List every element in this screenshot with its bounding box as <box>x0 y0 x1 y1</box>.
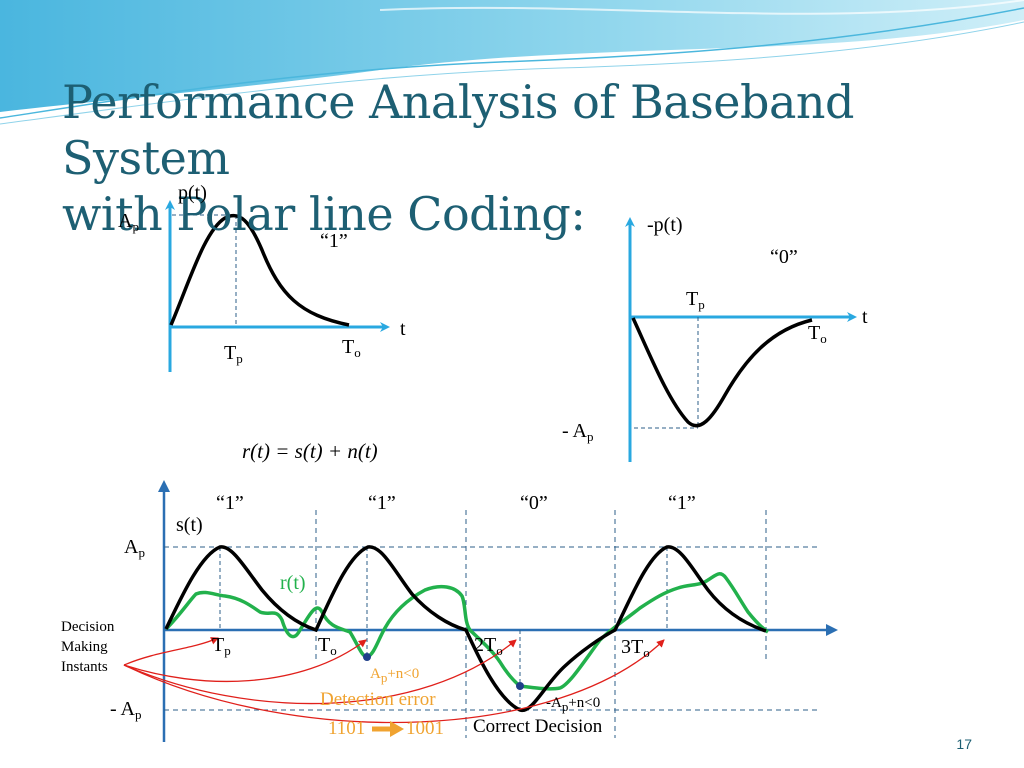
tick-2to-text: 2T <box>474 634 497 656</box>
pulse-one-to-sub: o <box>354 345 361 360</box>
pulse-zero-tp-sub: p <box>698 297 705 312</box>
pulse-one-to-text: T <box>342 336 355 358</box>
decision-arrow-1 <box>123 637 219 666</box>
header-wave-decoration <box>0 0 1024 125</box>
pulse-one-to-label: To <box>342 336 361 364</box>
pulse-zero-tp-label: Tp <box>686 288 705 316</box>
tick-tp-sub: p <box>224 643 231 658</box>
pulse-one-bit-label: “1” <box>320 230 348 252</box>
slide-title-line-1: Performance Analysis of Baseband System <box>62 75 854 185</box>
sample-point-correct <box>516 682 524 690</box>
amp-neg-sub: p <box>135 707 142 722</box>
pulse-one-tp-sub: p <box>236 351 243 366</box>
sequence-from-label: 1101 <box>328 718 366 739</box>
pulse-zero-to-sub: o <box>820 331 827 346</box>
correct-condition-label: -Ap+n<0 <box>546 693 600 717</box>
amp-neg-text: - A <box>110 698 135 720</box>
detection-error-label: Detection error <box>320 689 436 710</box>
tick-tp-text: T <box>212 634 225 656</box>
pulse-zero-amp-text: - A <box>562 420 587 442</box>
tick-2to-sub: o <box>496 643 503 658</box>
correct-decision-label: Correct Decision <box>473 716 603 737</box>
received-label: r(t) <box>280 572 306 594</box>
error-condition-sub: p <box>380 670 388 685</box>
decision-arrow-2 <box>123 639 367 683</box>
received-signal-curve <box>164 572 769 691</box>
bit-label-2: “1” <box>368 492 396 514</box>
tick-tp-label: Tp <box>212 634 231 662</box>
decision-label-line-1: Decision <box>61 619 115 635</box>
error-condition-a: A <box>370 666 381 682</box>
decision-label-line-2: Making <box>61 639 108 655</box>
amp-pos-label: Ap <box>124 536 145 564</box>
tick-to-sub: o <box>330 643 337 658</box>
slide-title-line-2: with Polar line Coding: <box>62 187 586 241</box>
sample-point-error <box>363 653 371 661</box>
pulse-one-amp-sub: p <box>132 219 139 234</box>
page-number: 17 <box>956 736 972 752</box>
pulse-one-ylabel: p(t) <box>178 182 207 204</box>
decision-arrow-3 <box>123 639 517 705</box>
correct-condition-a: -A <box>546 695 562 711</box>
correct-condition-b: +n<0 <box>568 695 601 711</box>
tick-to-text: T <box>318 634 331 656</box>
tick-to-label: To <box>318 634 337 662</box>
amp-pos-sub: p <box>138 545 145 560</box>
bit-label-1: “1” <box>216 492 244 514</box>
pulse-zero-tp-text: T <box>686 288 699 310</box>
sequence-to-label: 1001 <box>406 718 444 739</box>
pulse-one-xlabel: t <box>400 318 406 340</box>
tick-3to-sub: o <box>643 645 650 660</box>
slide-title: Performance Analysis of Baseband System … <box>62 74 1002 242</box>
signal-label: s(t) <box>176 514 203 536</box>
pulse-one-tp-text: T <box>224 342 237 364</box>
pulse-zero-amp-label: - Ap <box>562 420 594 448</box>
decision-label-line-3: Instants <box>61 659 108 675</box>
decision-arrow-4 <box>123 639 665 724</box>
transmitted-signal-curve <box>164 545 767 712</box>
pulse-zero-ylabel: -p(t) <box>647 214 683 236</box>
waveform-plot <box>123 480 838 742</box>
pulse-one-curve <box>169 213 350 327</box>
amp-pos-text: A <box>124 536 139 558</box>
sequence-change-arrowhead <box>390 721 404 737</box>
pulse-one-tp-label: Tp <box>224 342 243 370</box>
pulse-one-amp-label: Ap <box>118 210 139 238</box>
pulse-zero-to-label: To <box>808 322 827 350</box>
pulse-zero-amp-sub: p <box>587 429 594 444</box>
pulse-zero-bit-label: “0” <box>770 246 798 268</box>
amp-neg-label: - Ap <box>110 698 142 726</box>
received-signal-equation: r(t) = s(t) + n(t) <box>242 439 378 463</box>
bit-label-4: “1” <box>668 492 696 514</box>
pulse-one-amp-text: A <box>118 210 133 232</box>
bit-label-3: “0” <box>520 492 548 514</box>
tick-3to-label: 3To <box>621 636 650 664</box>
error-condition-label: Ap+n<0 <box>370 664 419 688</box>
pulse-zero-xlabel: t <box>862 306 868 328</box>
error-condition-b: +n<0 <box>387 666 420 682</box>
pulse-zero-plot <box>625 217 857 462</box>
tick-2to-label: 2To <box>474 634 503 662</box>
pulse-zero-to-text: T <box>808 322 821 344</box>
pulse-zero-curve <box>631 317 813 428</box>
pulse-one-plot <box>165 200 390 372</box>
tick-3to-text: 3T <box>621 636 644 658</box>
correct-condition-sub: p <box>561 699 569 714</box>
